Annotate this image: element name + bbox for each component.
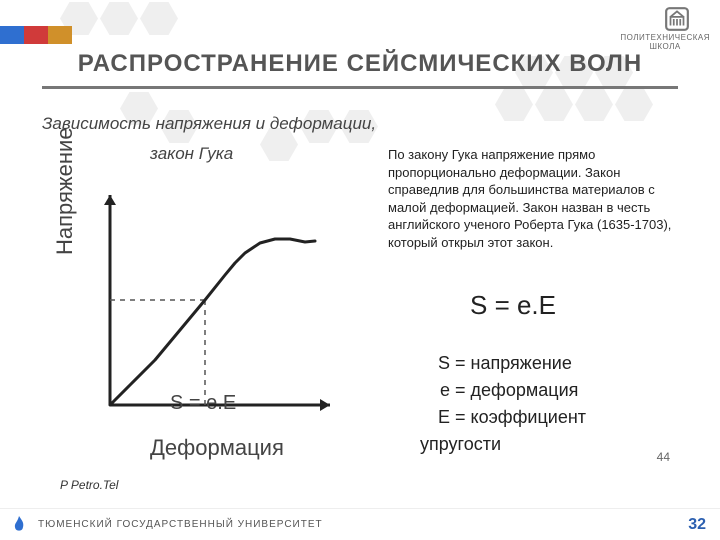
petrotel-credit: P Petro.Tel	[60, 478, 118, 492]
y-axis-label: Напряжение	[52, 127, 78, 255]
stripe-seg-2	[24, 26, 48, 44]
page-number: 32	[688, 516, 706, 534]
def-row: S = напряжение	[420, 350, 586, 377]
stripe-seg-1	[0, 26, 24, 44]
definitions: S = напряжение e = деформация E = коэффи…	[420, 350, 586, 458]
stripe-seg-3	[48, 26, 72, 44]
def-row: E = коэффициент	[420, 404, 586, 431]
school-icon	[664, 6, 690, 32]
subtitle-line1: Зависимость напряжения и деформации,	[42, 114, 376, 134]
x-axis-label: Деформация	[150, 435, 284, 461]
stress-strain-chart: Напряжение S = e.E Деформация	[60, 175, 350, 455]
page-title: РАСПРОСТРАНЕНИЕ СЕЙСМИЧЕСКИХ ВОЛН	[0, 50, 720, 78]
def-tail: упругости	[420, 431, 586, 458]
footer: ТЮМЕНСКИЙ ГОСУДАРСТВЕННЫЙ УНИВЕРСИТЕТ 32	[0, 508, 720, 540]
university-name: ТЮМЕНСКИЙ ГОСУДАРСТВЕННЫЙ УНИВЕРСИТЕТ	[38, 519, 323, 530]
brand-stripe	[0, 26, 72, 44]
formula-main: S = e.E	[470, 290, 556, 321]
chart-formula: S = e.E	[170, 392, 236, 415]
title-rule	[42, 86, 678, 89]
flame-icon	[10, 514, 28, 536]
inner-slide-number: 44	[657, 450, 670, 464]
description-text: По закону Гука напряжение прямо пропорци…	[388, 146, 690, 251]
def-row: e = деформация	[420, 377, 586, 404]
school-label: ПОЛИТЕХНИЧЕСКАЯ ШКОЛА	[620, 34, 710, 52]
subtitle-line2: закон Гука	[150, 144, 233, 164]
